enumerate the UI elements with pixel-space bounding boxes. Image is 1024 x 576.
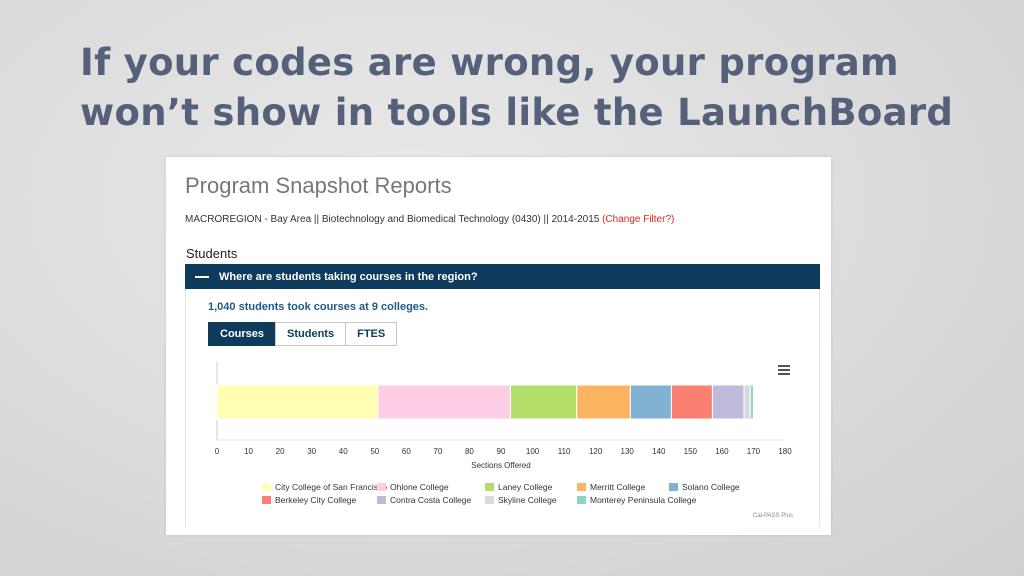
slide-title: If your codes are wrong, your program wo… xyxy=(80,38,980,138)
section-label: Students xyxy=(186,246,238,261)
legend-swatch-7 xyxy=(377,496,386,504)
bar-segment-2 xyxy=(377,384,511,420)
legend-swatch-5 xyxy=(669,483,678,491)
stacked-bar-chart: 0 10 20 30 40 50 60 70 80 90 100 110 120 130 140 150 160… xyxy=(215,362,792,505)
legend-swatch-8 xyxy=(485,496,494,504)
x-tick-label: 40 xyxy=(339,447,348,456)
legend-label-5: Solano College xyxy=(682,482,740,492)
report-panel: Program Snapshot Reports MACROREGION - B… xyxy=(166,157,831,535)
legend-label-8: Skyline College xyxy=(498,495,557,505)
change-filter-link[interactable]: (Change Filter?) xyxy=(602,214,675,225)
legend-swatch-4 xyxy=(577,483,586,491)
x-tick-label: 160 xyxy=(715,447,729,456)
slide-title-line-1: If your codes are wrong, your program xyxy=(80,41,899,84)
bar-segment-7 xyxy=(711,384,745,420)
report-title: Program Snapshot Reports xyxy=(185,173,452,198)
x-tick-label: 80 xyxy=(465,447,474,456)
legend-swatch-9 xyxy=(577,496,586,504)
x-tick-label: 10 xyxy=(244,447,253,456)
bar-segment-9 xyxy=(749,384,754,420)
x-tick-label: 30 xyxy=(307,447,316,456)
legend-swatch-3 xyxy=(485,483,494,491)
chart-credits: Cal-PASS Plus xyxy=(753,513,793,519)
x-tick-label: 120 xyxy=(589,447,603,456)
x-tick-label: 60 xyxy=(402,447,411,456)
chart-menu-icon[interactable] xyxy=(778,365,790,377)
collapse-icon[interactable] xyxy=(195,275,209,278)
legend-label-7: Contra Costa College xyxy=(390,495,472,505)
x-tick-label: 90 xyxy=(497,447,506,456)
bar-segment-6 xyxy=(670,384,713,420)
accordion-header[interactable]: Where are students taking courses in the… xyxy=(185,264,820,289)
bar-segment-4 xyxy=(576,384,631,420)
chart-tabs: Courses Students FTES xyxy=(208,322,398,346)
legend-label-1: City College of San Francisco xyxy=(275,482,387,492)
summary-text: 1,040 students took courses at 9 college… xyxy=(208,301,429,313)
legend-swatch-6 xyxy=(262,496,271,504)
legend-label-2: Ohlone College xyxy=(390,482,449,492)
x-tick-label: 140 xyxy=(652,447,666,456)
bar-segment-5 xyxy=(629,384,672,420)
x-tick-label: 180 xyxy=(778,447,792,456)
x-axis-title: Sections Offered xyxy=(471,461,530,470)
bar-segment-1 xyxy=(216,384,379,420)
x-tick-label: 130 xyxy=(621,447,635,456)
filter-text: MACROREGION - Bay Area || Biotechnology … xyxy=(185,214,603,225)
legend-label-6: Berkeley City College xyxy=(275,495,357,505)
tab-courses[interactable]: Courses xyxy=(208,322,277,346)
x-tick-label: 0 xyxy=(215,447,220,456)
slide-title-line-2: won’t show in tools like the LaunchBoard xyxy=(80,91,954,134)
legend-swatch-2 xyxy=(377,483,386,491)
x-tick-label: 20 xyxy=(276,447,285,456)
legend-label-9: Monterey Peninsula College xyxy=(590,495,697,505)
x-tick-label: 50 xyxy=(370,447,379,456)
bar-segment-8 xyxy=(743,384,751,420)
legend-label-3: Laney College xyxy=(498,482,553,492)
x-tick-label: 110 xyxy=(558,447,571,456)
legend-label-4: Merritt College xyxy=(590,482,646,492)
accordion-title: Where are students taking courses in the… xyxy=(219,270,478,283)
x-tick-label: 100 xyxy=(526,447,540,456)
x-tick-label: 70 xyxy=(433,447,442,456)
bar-segment-3 xyxy=(509,384,578,420)
filter-line: MACROREGION - Bay Area || Biotechnology … xyxy=(185,214,674,225)
x-tick-label: 150 xyxy=(684,447,698,456)
tab-students[interactable]: Students xyxy=(275,322,347,346)
legend-swatch-1 xyxy=(262,483,271,491)
x-tick-label: 170 xyxy=(747,447,761,456)
tab-ftes[interactable]: FTES xyxy=(345,322,398,346)
accordion-body xyxy=(185,289,820,527)
